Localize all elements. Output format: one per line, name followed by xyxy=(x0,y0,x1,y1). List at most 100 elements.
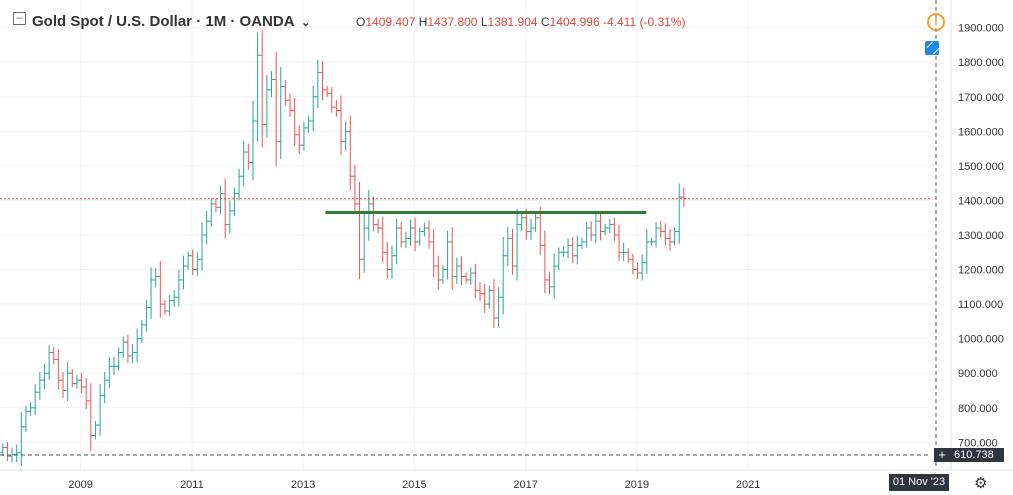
open-label: O xyxy=(356,15,366,29)
ohlc-bar xyxy=(9,447,15,463)
ohlc-bar xyxy=(79,373,85,394)
ohlc-bar xyxy=(607,219,613,234)
ohlc-bar xyxy=(514,208,520,281)
ohlc-bar xyxy=(560,246,566,258)
time-tick-label: 2019 xyxy=(625,479,649,491)
ohlc-bar xyxy=(273,52,279,167)
ohlc-bar xyxy=(259,29,265,148)
ohlc-bar xyxy=(496,287,502,327)
ohlc-bar xyxy=(222,178,228,239)
low-label: L xyxy=(480,15,488,29)
ohlc-bar xyxy=(111,356,117,376)
ohlc-bar xyxy=(120,336,126,358)
price-tick-label: 1800.000 xyxy=(958,57,1004,69)
ohlc-bar xyxy=(180,255,186,290)
ohlc-bar xyxy=(509,228,515,275)
ohlc-bar xyxy=(653,221,659,248)
ohlc-bar xyxy=(625,248,631,263)
ohlc-bar xyxy=(92,420,98,440)
price-tick-label: 1100.000 xyxy=(958,299,1003,311)
crosshair-date-label: 01 Nov '23 xyxy=(889,474,949,491)
ohlc-values: O1409.407 H1437.800 L1381.904 C1404.996 … xyxy=(356,15,685,29)
minus-square-icon[interactable]: – xyxy=(13,12,26,25)
ohlc-bar xyxy=(398,221,404,248)
source-label: OANDA xyxy=(239,13,294,30)
crosshair-price-label: 610.738 xyxy=(934,448,1004,462)
ohlc-bar xyxy=(329,87,335,113)
ohlc-bar xyxy=(148,267,154,319)
ohlc-bar xyxy=(218,185,224,215)
price-tick-label: 700.000 xyxy=(958,437,998,449)
ohlc-bar xyxy=(171,290,177,307)
ohlc-bar xyxy=(88,383,94,452)
price-tick-label: 900.000 xyxy=(958,368,998,380)
ohlc-bar xyxy=(458,256,464,286)
ohlc-bar xyxy=(296,125,302,154)
gear-icon[interactable]: ⚙ xyxy=(974,475,988,492)
change-value: -4.411 (-0.31%) xyxy=(603,15,686,29)
time-tick-label: 2011 xyxy=(180,479,204,491)
chart-grid xyxy=(0,0,930,470)
ohlc-bar xyxy=(426,220,432,249)
ohlc-bar xyxy=(241,140,247,187)
blue-square-icon[interactable] xyxy=(925,41,939,55)
ohlc-bar xyxy=(130,344,136,364)
ohlc-bar xyxy=(97,384,103,436)
ohlc-bar xyxy=(167,295,173,317)
ohlc-bar xyxy=(236,168,242,201)
ohlc-bar xyxy=(74,374,80,389)
ohlc-bar xyxy=(264,74,270,138)
ohlc-bar xyxy=(505,226,511,267)
ohlc-bar xyxy=(116,347,122,371)
ohlc-bar xyxy=(102,371,108,404)
price-tick-label: 1700.000 xyxy=(958,92,1004,104)
ohlc-bar xyxy=(621,242,627,261)
ohlc-bar xyxy=(421,222,427,237)
ohlc-bar xyxy=(46,345,52,380)
interval-label: 1M xyxy=(205,13,227,30)
high-value: 1437.800 xyxy=(427,15,478,29)
ohlc-bar xyxy=(565,238,571,259)
chevron-down-icon[interactable]: ⌄ xyxy=(301,17,311,29)
ohlc-bar xyxy=(41,363,47,389)
ohlc-bar xyxy=(375,219,381,234)
ohlc-bar xyxy=(361,213,367,273)
ohlc-bar xyxy=(4,442,10,462)
ohlc-bar xyxy=(616,224,622,262)
ohlc-bars xyxy=(0,29,687,466)
price-tick-label: 800.000 xyxy=(958,403,998,415)
ohlc-bar xyxy=(468,267,474,285)
plus-icon[interactable]: + xyxy=(938,447,946,462)
close-label: C xyxy=(540,15,550,29)
ohlc-bar xyxy=(250,100,256,181)
ohlc-bar xyxy=(551,253,557,299)
ohlc-bar xyxy=(65,361,71,401)
ohlc-bar xyxy=(417,227,423,246)
price-tick-label: 1500.000 xyxy=(958,161,1004,173)
symbol-title[interactable]: Gold Spot / U.S. Dollar · 1M · OANDA ⌄ xyxy=(32,13,311,30)
ohlc-bar xyxy=(125,334,131,363)
ohlc-bar xyxy=(403,231,409,249)
alert-clock-icon[interactable]: ! xyxy=(927,13,945,31)
ohlc-bar xyxy=(199,222,205,271)
ohlc-bar xyxy=(394,218,400,265)
ohlc-bar xyxy=(60,371,66,398)
ohlc-bar xyxy=(602,223,608,236)
ohlc-bar xyxy=(635,262,641,280)
ohlc-bar xyxy=(134,328,140,362)
ohlc-bar xyxy=(190,249,196,276)
ohlc-bar xyxy=(672,227,678,246)
ohlc-bar xyxy=(32,384,38,416)
time-tick-label: 2021 xyxy=(736,479,760,491)
ohlc-bar xyxy=(537,206,543,256)
ohlc-bar xyxy=(287,93,293,117)
ohlc-bar xyxy=(185,251,191,270)
ohlc-bar xyxy=(194,252,200,276)
ohlc-bar xyxy=(255,32,261,142)
ohlc-bar xyxy=(389,245,395,279)
price-tick-label: 1400.000 xyxy=(958,195,1004,207)
ohlc-bar xyxy=(408,219,414,246)
time-tick-label: 2009 xyxy=(68,479,92,491)
ohlc-bar xyxy=(18,412,24,466)
